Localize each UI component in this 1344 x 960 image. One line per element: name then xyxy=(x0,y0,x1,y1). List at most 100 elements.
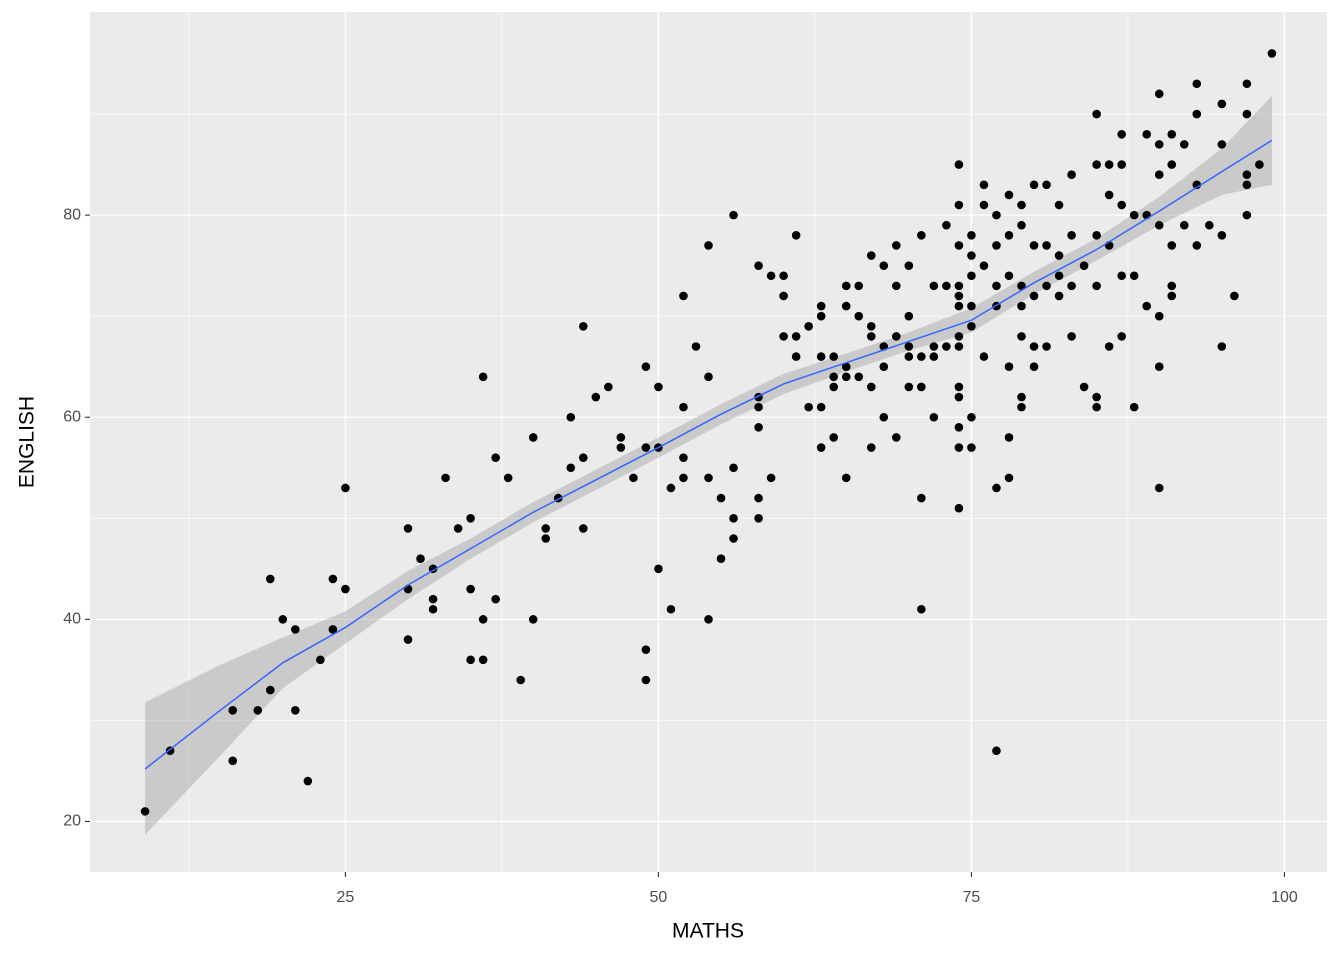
point xyxy=(1104,160,1114,169)
point xyxy=(716,554,726,564)
point xyxy=(428,604,438,614)
point xyxy=(1217,231,1227,240)
point xyxy=(1142,129,1152,139)
y-tick-label: 40 xyxy=(63,611,81,628)
point xyxy=(1092,281,1101,291)
point xyxy=(854,372,864,382)
point xyxy=(1154,311,1164,321)
point xyxy=(754,423,763,432)
point xyxy=(654,564,663,574)
point xyxy=(1129,402,1139,412)
point xyxy=(578,321,588,331)
point xyxy=(1117,332,1126,341)
point xyxy=(1167,160,1177,169)
point xyxy=(866,443,876,452)
point xyxy=(1154,89,1164,99)
point xyxy=(691,342,701,351)
point xyxy=(704,241,713,250)
point xyxy=(1079,382,1089,392)
point xyxy=(679,291,688,301)
point xyxy=(278,615,288,624)
point xyxy=(942,281,951,291)
point xyxy=(841,301,851,311)
point xyxy=(1242,180,1252,190)
point xyxy=(1167,281,1177,291)
panel-background xyxy=(90,12,1327,872)
point xyxy=(641,362,651,372)
point xyxy=(1054,200,1064,210)
point xyxy=(954,160,964,169)
x-tick-label: 100 xyxy=(1271,889,1298,906)
point xyxy=(979,200,989,210)
point xyxy=(1092,392,1101,402)
point xyxy=(1067,281,1076,291)
point xyxy=(729,513,738,523)
point xyxy=(341,483,350,493)
point xyxy=(1042,281,1051,291)
point xyxy=(704,372,713,382)
point xyxy=(316,655,325,665)
point xyxy=(491,594,500,604)
point xyxy=(566,412,576,422)
point xyxy=(1167,241,1177,250)
point xyxy=(1154,140,1164,149)
point xyxy=(879,412,889,422)
point xyxy=(604,382,613,392)
point xyxy=(904,352,914,361)
point xyxy=(1017,392,1026,402)
point xyxy=(754,513,763,523)
point xyxy=(328,574,338,584)
point xyxy=(829,352,839,361)
point xyxy=(1217,140,1227,149)
point xyxy=(866,382,876,392)
ticks-layer: 25 50 75 100 20 40 60 80 xyxy=(63,206,1298,906)
x-axis-title: MATHS xyxy=(672,920,744,943)
point xyxy=(1154,362,1164,372)
point xyxy=(816,301,826,311)
point xyxy=(954,200,964,210)
point xyxy=(967,443,976,452)
point xyxy=(1242,170,1252,180)
point xyxy=(1004,190,1014,200)
point xyxy=(1042,342,1051,351)
point xyxy=(779,271,788,281)
point xyxy=(729,534,738,543)
point xyxy=(578,524,588,533)
point xyxy=(979,261,989,270)
point xyxy=(954,443,964,452)
point xyxy=(1067,170,1076,180)
point xyxy=(917,382,926,392)
point xyxy=(403,584,413,594)
point xyxy=(892,281,901,291)
point xyxy=(478,655,488,665)
point xyxy=(1092,402,1101,412)
point xyxy=(291,706,300,715)
point xyxy=(967,321,976,331)
point xyxy=(892,241,901,250)
point xyxy=(1117,200,1126,210)
point xyxy=(403,635,413,644)
points-layer xyxy=(140,49,1277,816)
point xyxy=(942,220,951,230)
point xyxy=(1192,79,1202,89)
point xyxy=(1029,342,1039,351)
point xyxy=(528,433,538,442)
point xyxy=(967,301,976,311)
point xyxy=(578,453,588,462)
point xyxy=(929,281,939,291)
point xyxy=(1054,251,1064,260)
point xyxy=(1242,109,1252,119)
point xyxy=(917,352,926,361)
point xyxy=(1017,281,1026,291)
point xyxy=(1054,291,1064,301)
point xyxy=(954,382,964,392)
point xyxy=(1104,342,1114,351)
point xyxy=(679,453,688,462)
point xyxy=(929,352,939,361)
point xyxy=(954,332,964,341)
point xyxy=(428,594,438,604)
point xyxy=(892,332,901,341)
point xyxy=(754,261,763,270)
point xyxy=(1142,301,1152,311)
point xyxy=(1067,231,1076,240)
